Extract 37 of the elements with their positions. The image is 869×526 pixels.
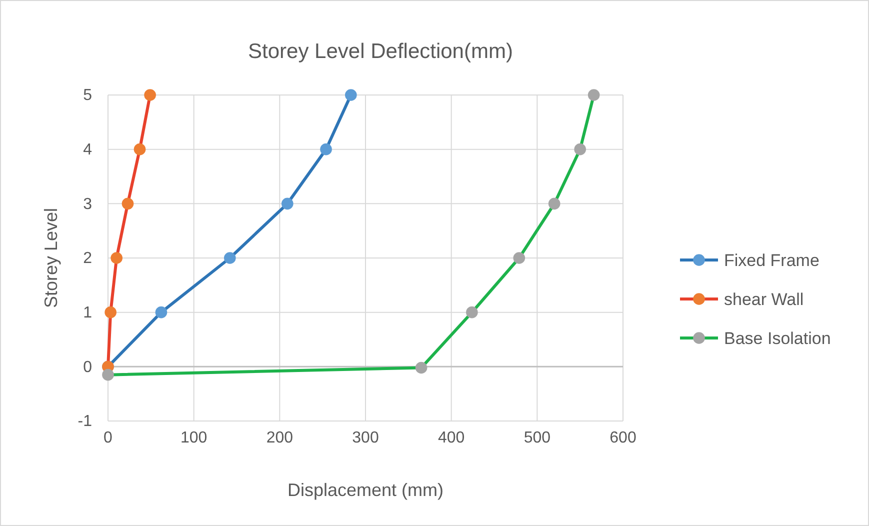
point: [144, 89, 156, 101]
point: [574, 143, 586, 156]
y-tick-label: 4: [83, 141, 92, 158]
y-tick-label: 2: [83, 250, 92, 268]
point: [588, 89, 600, 101]
x-tick-label: 400: [438, 429, 465, 446]
legend-label: Fixed Frame: [724, 251, 820, 270]
x-tick-label: 100: [180, 429, 208, 446]
point: [224, 252, 236, 264]
legend-label: Base Isolation: [724, 329, 831, 348]
y-tick-label: -1: [78, 413, 92, 430]
point: [102, 368, 114, 381]
point: [134, 143, 146, 156]
point: [466, 306, 478, 318]
y-axis-title: Storey Level: [41, 208, 61, 308]
point: [320, 143, 332, 156]
point: [548, 198, 560, 210]
point: [513, 252, 526, 264]
y-tick-label: 1: [83, 304, 92, 322]
x-tick-label: 0: [104, 429, 113, 446]
legend-label: shear Wall: [724, 290, 804, 309]
point: [281, 198, 294, 210]
point: [104, 306, 116, 318]
x-axis-title: Displacement (mm): [287, 480, 444, 500]
x-tick-label: 500: [524, 429, 551, 446]
point: [344, 89, 357, 101]
x-tick-label: 300: [352, 429, 379, 446]
chart-title: Storey Level Deflection(mm): [248, 40, 513, 63]
point: [122, 198, 134, 210]
point: [110, 252, 122, 264]
y-tick-label: 3: [83, 196, 92, 213]
x-tick-label: 600: [610, 429, 636, 446]
point: [155, 306, 168, 318]
y-tick-label: 0: [83, 358, 92, 376]
point: [415, 362, 428, 374]
y-tick-label: 5: [83, 87, 92, 104]
x-tick-label: 200: [266, 429, 294, 446]
